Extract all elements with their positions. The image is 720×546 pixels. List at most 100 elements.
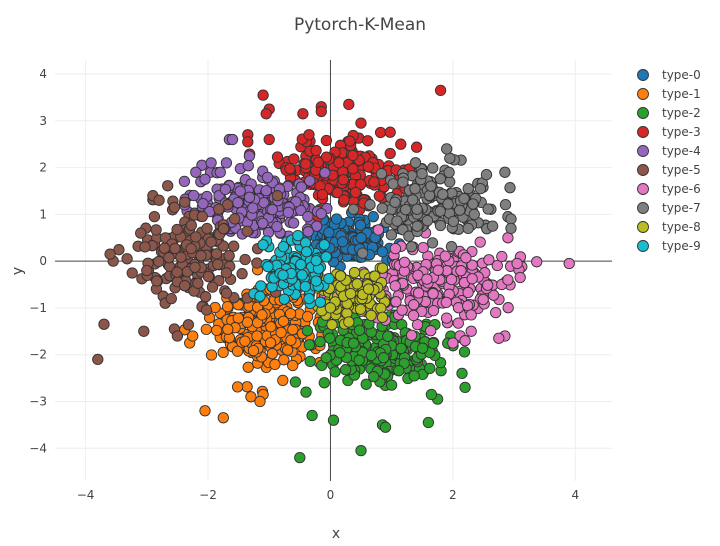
legend-marker xyxy=(637,145,649,157)
data-point xyxy=(303,129,315,141)
data-point xyxy=(269,358,281,371)
data-point xyxy=(490,306,502,319)
data-point xyxy=(256,309,268,321)
data-point xyxy=(282,206,294,219)
series-type-6 xyxy=(318,224,575,349)
data-point xyxy=(302,210,314,223)
data-point xyxy=(205,349,218,361)
data-point xyxy=(221,199,234,211)
data-point xyxy=(287,217,300,229)
data-point xyxy=(344,287,357,300)
data-point xyxy=(287,323,299,336)
data-point xyxy=(190,166,202,178)
legend-item-type-5[interactable]: type-5 xyxy=(637,163,701,177)
series-type-5 xyxy=(92,180,284,366)
legend-label: type-4 xyxy=(662,144,701,158)
legend-item-type-8[interactable]: type-8 xyxy=(637,220,701,234)
data-point xyxy=(466,259,478,271)
data-point xyxy=(299,280,311,293)
data-point xyxy=(92,353,104,366)
data-point xyxy=(138,325,150,337)
y-tick-label: −4 xyxy=(29,441,47,455)
data-point xyxy=(320,352,332,364)
data-point xyxy=(217,412,229,424)
data-point xyxy=(354,178,367,191)
data-point xyxy=(398,256,411,268)
data-point xyxy=(443,166,455,179)
data-point xyxy=(229,213,241,225)
legend-item-type-6[interactable]: type-6 xyxy=(637,182,701,196)
data-point xyxy=(411,203,423,215)
data-point xyxy=(315,207,327,220)
data-point xyxy=(303,339,316,351)
data-point xyxy=(445,240,458,253)
data-point xyxy=(348,266,361,279)
data-point xyxy=(531,256,543,268)
data-point xyxy=(444,152,456,164)
data-point xyxy=(266,203,278,216)
data-point xyxy=(336,236,349,248)
legend-item-type-0[interactable]: type-0 xyxy=(637,68,701,82)
data-point xyxy=(407,309,420,322)
data-point xyxy=(292,229,304,242)
data-point xyxy=(200,323,212,336)
data-point xyxy=(241,381,253,393)
data-point xyxy=(347,149,359,162)
data-point xyxy=(427,287,439,300)
data-point xyxy=(288,153,300,165)
legend-item-type-1[interactable]: type-1 xyxy=(637,87,701,101)
data-point xyxy=(278,354,290,366)
data-point xyxy=(320,251,332,263)
data-point xyxy=(505,222,517,235)
series-type-7 xyxy=(347,143,517,259)
data-point xyxy=(480,168,493,181)
data-point xyxy=(104,248,116,260)
data-point xyxy=(221,300,234,313)
data-point xyxy=(330,213,343,225)
data-point xyxy=(405,329,418,341)
data-point xyxy=(458,192,470,205)
data-point xyxy=(407,194,419,206)
data-point xyxy=(395,342,407,355)
data-point xyxy=(377,352,390,364)
data-point xyxy=(456,367,468,380)
data-point xyxy=(439,250,451,262)
data-point xyxy=(296,269,308,281)
legend-marker xyxy=(637,202,649,214)
data-point xyxy=(260,184,272,197)
legend-item-type-9[interactable]: type-9 xyxy=(637,239,701,253)
data-point xyxy=(491,259,503,272)
data-point xyxy=(355,232,367,244)
series-type-1 xyxy=(179,259,371,424)
data-point xyxy=(379,421,392,433)
data-point xyxy=(196,210,208,223)
data-point xyxy=(389,242,402,255)
legend-item-type-4[interactable]: type-4 xyxy=(637,144,701,158)
data-point xyxy=(251,330,263,342)
data-point xyxy=(502,302,514,314)
data-point xyxy=(365,309,377,322)
legend-marker xyxy=(637,107,649,119)
data-point xyxy=(482,203,494,215)
data-point xyxy=(185,219,197,231)
legend-item-type-7[interactable]: type-7 xyxy=(637,201,701,215)
legend-item-type-3[interactable]: type-3 xyxy=(637,125,701,139)
data-point xyxy=(444,176,456,188)
data-point xyxy=(387,178,399,190)
data-point xyxy=(241,225,253,237)
legend-item-type-2[interactable]: type-2 xyxy=(637,106,701,120)
data-point xyxy=(284,307,297,320)
data-point xyxy=(217,346,229,359)
x-axis-title: x xyxy=(332,526,340,542)
data-point xyxy=(188,189,200,202)
data-point xyxy=(427,162,439,174)
data-point xyxy=(320,151,333,163)
data-point xyxy=(502,274,514,286)
data-point xyxy=(397,176,409,188)
data-point xyxy=(343,316,355,328)
data-point xyxy=(369,270,381,282)
data-point xyxy=(362,283,375,295)
data-point xyxy=(239,253,251,266)
data-point xyxy=(320,134,333,147)
data-point xyxy=(329,366,341,378)
